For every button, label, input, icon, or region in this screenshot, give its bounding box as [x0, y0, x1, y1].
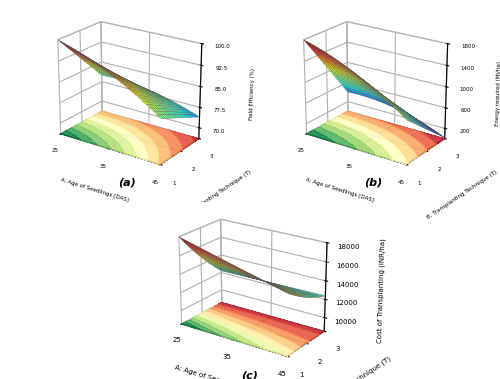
Y-axis label: B: Transplanting Technique (T): B: Transplanting Technique (T): [180, 169, 252, 220]
Y-axis label: B: Transplanting Technique (T): B: Transplanting Technique (T): [300, 355, 392, 379]
Text: (b): (b): [364, 177, 382, 187]
X-axis label: A: Age of Seedlings [DAS]: A: Age of Seedlings [DAS]: [174, 364, 262, 379]
Y-axis label: B: Transplanting Technique (T): B: Transplanting Technique (T): [426, 169, 498, 220]
X-axis label: A: Age of Seedlings [DAS]: A: Age of Seedlings [DAS]: [306, 177, 374, 203]
X-axis label: A: Age of Seedlings [DAS]: A: Age of Seedlings [DAS]: [60, 177, 129, 203]
Text: (a): (a): [118, 177, 136, 187]
Text: (c): (c): [242, 370, 258, 379]
